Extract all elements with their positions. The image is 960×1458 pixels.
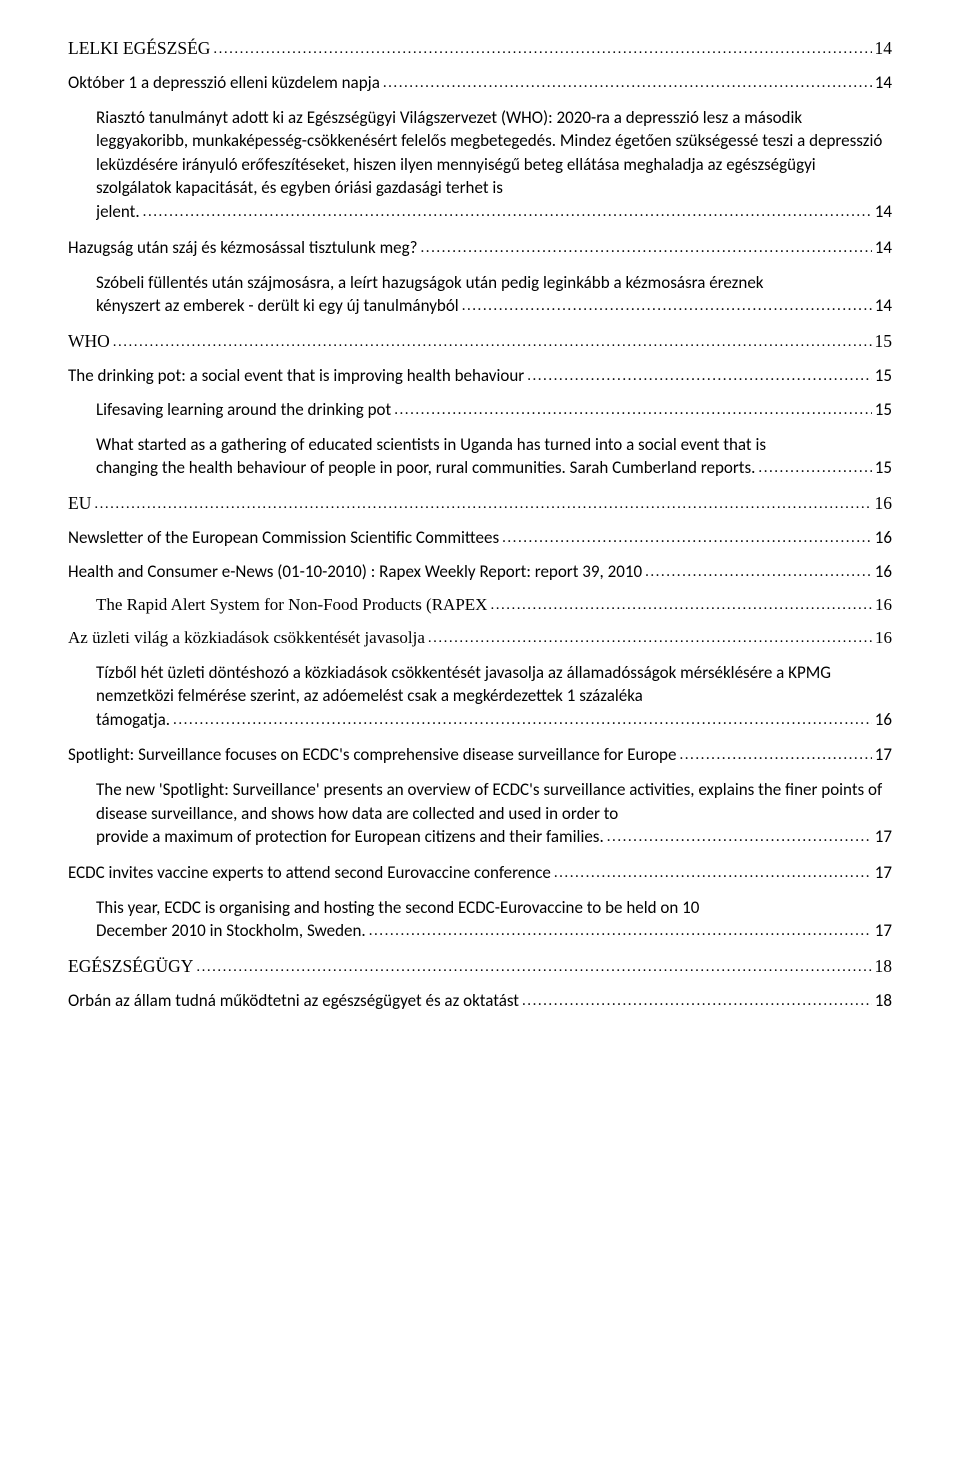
- toc-paragraph-text: Szóbeli füllentés után szájmosásra, a le…: [96, 271, 892, 294]
- toc-page-number: 17: [875, 862, 892, 883]
- toc-page-number: 18: [875, 990, 892, 1011]
- toc-page-number: 16: [875, 595, 892, 615]
- toc-leader-dots: [758, 458, 871, 479]
- toc-paragraph-tail: December 2010 in Stockholm, Sweden.: [96, 919, 366, 942]
- toc-leader-dots: [394, 401, 872, 419]
- toc-leader-dots: [421, 239, 872, 257]
- toc-entry: EGÉSZSÉGÜGY 18: [68, 956, 892, 977]
- toc-leader-dots: [527, 367, 872, 385]
- toc-page-number: 16: [875, 708, 892, 731]
- toc-entry-text: EU: [68, 493, 91, 514]
- toc-paragraph: Szóbeli füllentés után szájmosásra, a le…: [96, 271, 892, 318]
- toc-leader-dots: [554, 864, 872, 882]
- toc-entry: EU 16: [68, 493, 892, 514]
- toc-leader-dots: [113, 334, 872, 351]
- toc-entry: Spotlight: Surveillance focuses on ECDC'…: [68, 744, 892, 765]
- toc-page-number: 14: [875, 38, 893, 59]
- toc-paragraph-text: This year, ECDC is organising and hostin…: [96, 896, 892, 919]
- toc-paragraph-lastline: kényszert az emberek - derült ki egy új …: [96, 294, 892, 318]
- toc-leader-dots: [679, 746, 871, 764]
- toc-page-number: 18: [875, 956, 893, 977]
- toc-leader-dots: [428, 630, 872, 647]
- table-of-contents: LELKI EGÉSZSÉG 14 Október 1 a depresszió …: [68, 38, 892, 1011]
- toc-page-number: 15: [875, 365, 892, 386]
- toc-leader-dots: [383, 74, 872, 92]
- toc-paragraph: What started as a gathering of educated …: [96, 433, 892, 480]
- toc-paragraph-text: The new 'Spotlight: Surveillance' presen…: [96, 778, 892, 825]
- toc-paragraph-text: What started as a gathering of educated …: [96, 433, 892, 456]
- toc-entry: Lifesaving learning around the drinking …: [96, 399, 892, 420]
- toc-leader-dots: [143, 202, 872, 223]
- toc-leader-dots: [502, 529, 872, 547]
- toc-leader-dots: [369, 921, 872, 942]
- toc-entry: ECDC invites vaccine experts to attend s…: [68, 862, 892, 883]
- toc-paragraph-tail: jelent.: [96, 200, 140, 223]
- toc-leader-dots: [607, 827, 872, 848]
- toc-entry-text: Október 1 a depresszió elleni küzdelem n…: [68, 72, 380, 93]
- toc-paragraph-lastline: támogatja. 16: [96, 708, 892, 732]
- toc-leader-dots: [213, 41, 871, 58]
- toc-paragraph: Riasztó tanulmányt adott ki az Egészségü…: [96, 106, 892, 224]
- toc-entry-text: Az üzleti világ a közkiadások csökkentés…: [68, 628, 425, 648]
- toc-paragraph: The new 'Spotlight: Surveillance' presen…: [96, 778, 892, 849]
- toc-leader-dots: [490, 597, 872, 614]
- toc-entry-text: LELKI EGÉSZSÉG: [68, 38, 210, 59]
- toc-paragraph-tail: támogatja.: [96, 708, 170, 731]
- toc-entry-text: EGÉSZSÉGÜGY: [68, 956, 193, 977]
- toc-leader-dots: [462, 296, 872, 317]
- toc-page-number: 16: [875, 628, 892, 648]
- toc-paragraph: Tízből hét üzleti döntéshozó a közkiadás…: [96, 661, 892, 732]
- toc-page-number: 16: [875, 561, 892, 582]
- toc-page-number: 16: [875, 527, 892, 548]
- toc-entry: The drinking pot: a social event that is…: [68, 365, 892, 386]
- toc-entry: Newsletter of the European Commission Sc…: [68, 527, 892, 548]
- toc-page-number: 17: [875, 744, 892, 765]
- toc-paragraph-lastline: changing the health behaviour of people …: [96, 456, 892, 480]
- toc-leader-dots: [173, 710, 872, 731]
- toc-paragraph: This year, ECDC is organising and hostin…: [96, 896, 892, 943]
- toc-page-number: 14: [875, 294, 892, 317]
- toc-entry: WHO 15: [68, 331, 892, 352]
- toc-page-number: 15: [875, 456, 892, 479]
- toc-entry-text: Orbán az állam tudná működtetni az egész…: [68, 990, 519, 1011]
- toc-leader-dots: [522, 992, 872, 1010]
- toc-paragraph-lastline: jelent. 14: [96, 200, 892, 224]
- toc-entry-text: Health and Consumer e-News (01-10-2010) …: [68, 561, 642, 582]
- toc-entry-text: Newsletter of the European Commission Sc…: [68, 527, 499, 548]
- toc-leader-dots: [94, 496, 871, 513]
- toc-entry: Hazugság után száj és kézmosással tisztu…: [68, 237, 892, 258]
- toc-paragraph-lastline: provide a maximum of protection for Euro…: [96, 825, 892, 849]
- toc-entry: LELKI EGÉSZSÉG 14: [68, 38, 892, 59]
- toc-entry: Orbán az állam tudná működtetni az egész…: [68, 990, 892, 1011]
- toc-entry-text: Spotlight: Surveillance focuses on ECDC'…: [68, 744, 676, 765]
- toc-entry: Health and Consumer e-News (01-10-2010) …: [68, 561, 892, 582]
- toc-entry-text: ECDC invites vaccine experts to attend s…: [68, 862, 551, 883]
- toc-paragraph-text: Riasztó tanulmányt adott ki az Egészségü…: [96, 106, 892, 200]
- toc-entry-text: The drinking pot: a social event that is…: [68, 365, 524, 386]
- toc-page-number: 15: [875, 399, 892, 420]
- toc-entry: The Rapid Alert System for Non-Food Prod…: [96, 595, 892, 615]
- toc-leader-dots: [645, 563, 872, 581]
- toc-page-number: 14: [875, 200, 892, 223]
- toc-entry-text: Lifesaving learning around the drinking …: [96, 399, 391, 420]
- toc-entry: Az üzleti világ a közkiadások csökkentés…: [68, 628, 892, 648]
- toc-entry-text: The Rapid Alert System for Non-Food Prod…: [96, 595, 487, 615]
- toc-page-number: 16: [875, 493, 893, 514]
- toc-paragraph-text: Tízből hét üzleti döntéshozó a közkiadás…: [96, 661, 892, 708]
- toc-leader-dots: [196, 959, 871, 976]
- toc-page-number: 15: [875, 331, 893, 352]
- toc-entry-text: Hazugság után száj és kézmosással tisztu…: [68, 237, 418, 258]
- toc-paragraph-tail: kényszert az emberek - derült ki egy új …: [96, 294, 459, 317]
- toc-paragraph-tail: changing the health behaviour of people …: [96, 456, 755, 479]
- toc-paragraph-tail: provide a maximum of protection for Euro…: [96, 825, 604, 848]
- toc-entry-text: WHO: [68, 331, 110, 352]
- toc-paragraph-lastline: December 2010 in Stockholm, Sweden. 17: [96, 919, 892, 943]
- toc-page-number: 17: [875, 825, 892, 848]
- toc-page-number: 14: [875, 72, 892, 93]
- toc-page-number: 17: [875, 919, 892, 942]
- toc-page-number: 14: [875, 237, 892, 258]
- toc-entry: Október 1 a depresszió elleni küzdelem n…: [68, 72, 892, 93]
